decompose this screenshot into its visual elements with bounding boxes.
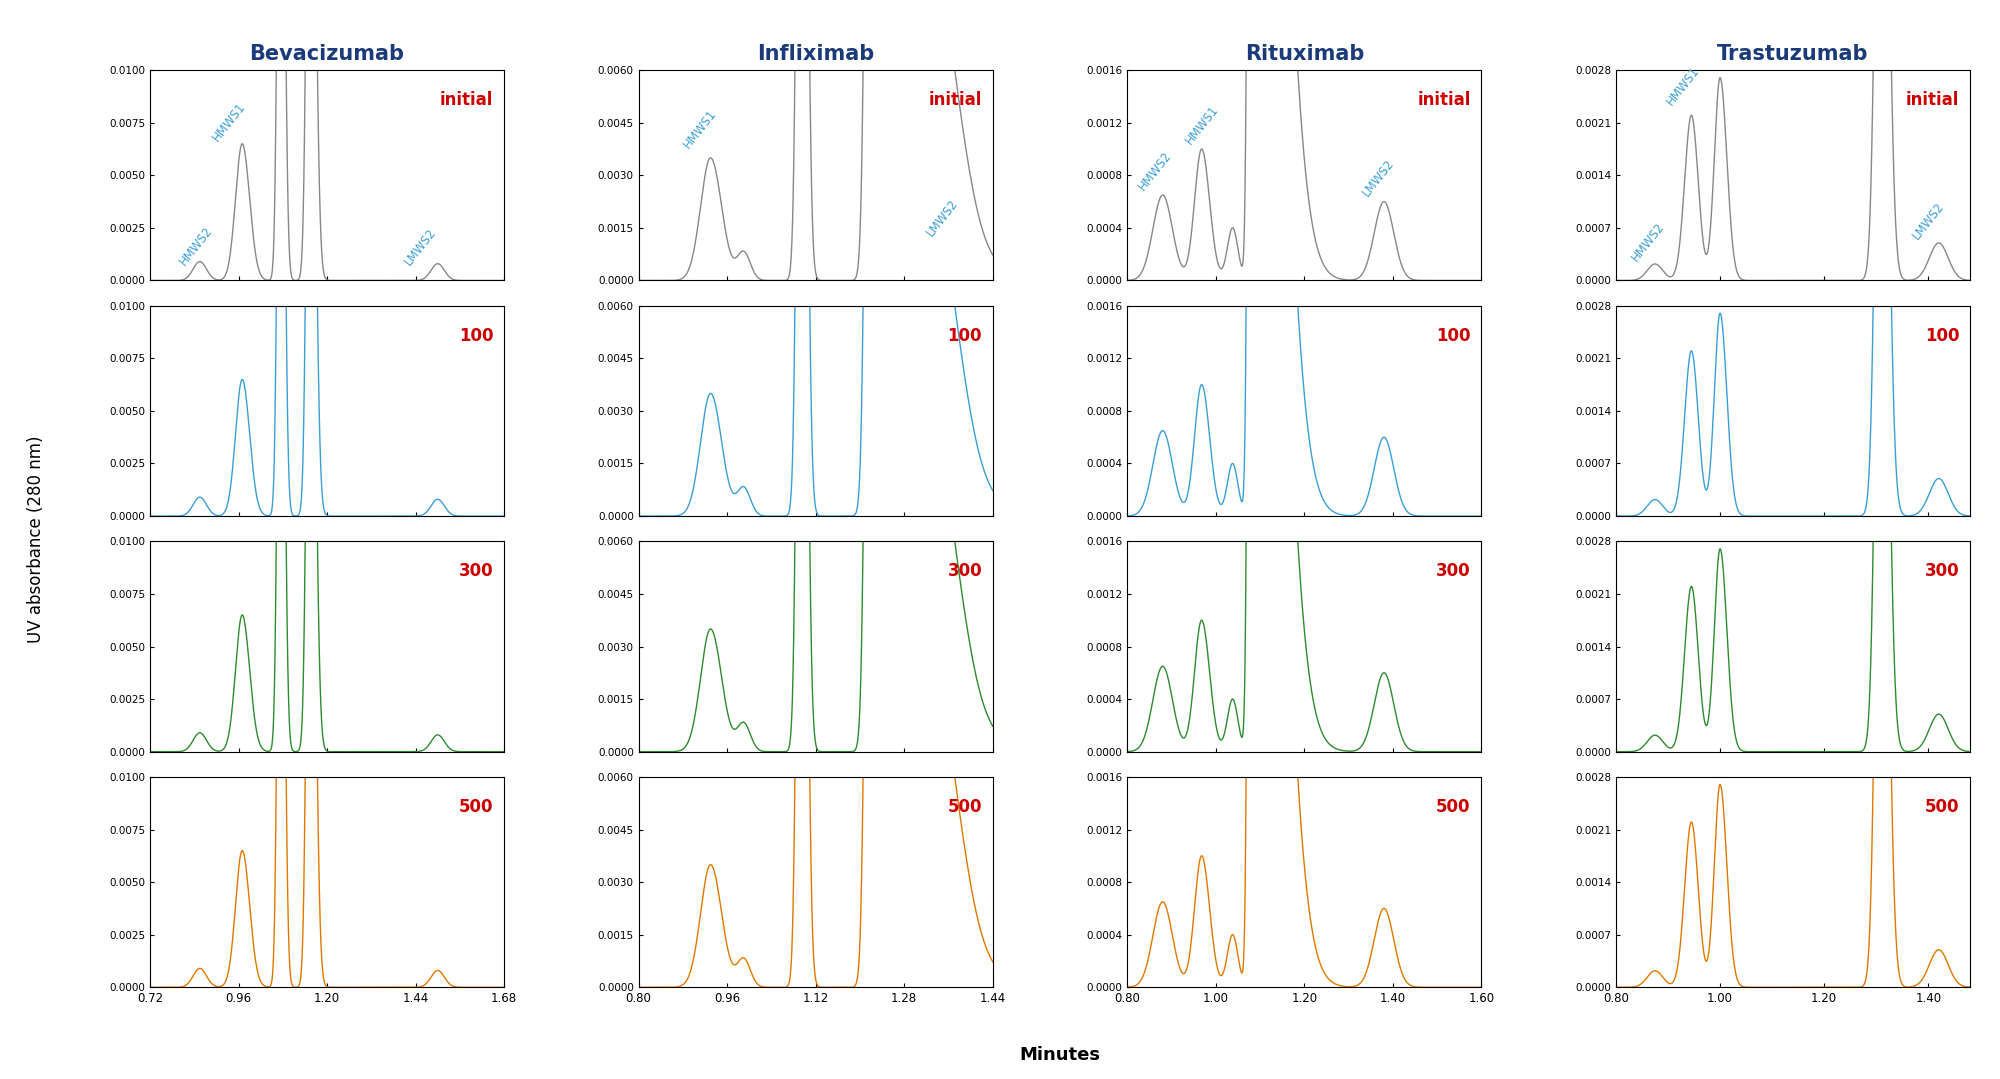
Text: HMWS1: HMWS1 bbox=[210, 100, 248, 144]
Text: HMWS2: HMWS2 bbox=[1136, 149, 1174, 192]
Title: Rituximab: Rituximab bbox=[1244, 44, 1364, 65]
Text: HMWS1: HMWS1 bbox=[1664, 64, 1702, 108]
Text: initial: initial bbox=[1418, 91, 1470, 109]
Text: LMWS2: LMWS2 bbox=[402, 226, 438, 268]
Text: 100: 100 bbox=[948, 327, 982, 345]
Text: 300: 300 bbox=[1436, 562, 1470, 581]
Text: HMWS1: HMWS1 bbox=[1182, 103, 1220, 147]
Text: 500: 500 bbox=[1436, 798, 1470, 816]
Text: initial: initial bbox=[440, 91, 494, 109]
Text: 500: 500 bbox=[948, 798, 982, 816]
Text: LMWS2: LMWS2 bbox=[1360, 156, 1398, 199]
Text: UV absorbance (280 nm): UV absorbance (280 nm) bbox=[26, 436, 46, 643]
Text: initial: initial bbox=[1906, 91, 1960, 109]
Text: 100: 100 bbox=[1436, 327, 1470, 345]
Text: LMWS2: LMWS2 bbox=[1910, 200, 1948, 242]
Text: HMWS2: HMWS2 bbox=[176, 224, 214, 268]
Text: 300: 300 bbox=[458, 562, 494, 581]
Text: 300: 300 bbox=[948, 562, 982, 581]
Text: 500: 500 bbox=[458, 798, 494, 816]
Title: Bevacizumab: Bevacizumab bbox=[250, 44, 404, 65]
Text: 500: 500 bbox=[1924, 798, 1960, 816]
Title: Trastuzumab: Trastuzumab bbox=[1718, 44, 1868, 65]
Text: HMWS2: HMWS2 bbox=[1630, 220, 1668, 264]
Text: 100: 100 bbox=[1924, 327, 1960, 345]
Text: 300: 300 bbox=[1924, 562, 1960, 581]
Title: Infliximab: Infliximab bbox=[758, 44, 874, 65]
Text: initial: initial bbox=[928, 91, 982, 109]
Text: 100: 100 bbox=[458, 327, 494, 345]
Text: HMWS1: HMWS1 bbox=[680, 107, 720, 151]
Text: LMWS2: LMWS2 bbox=[924, 196, 962, 238]
Text: Minutes: Minutes bbox=[1020, 1047, 1100, 1064]
